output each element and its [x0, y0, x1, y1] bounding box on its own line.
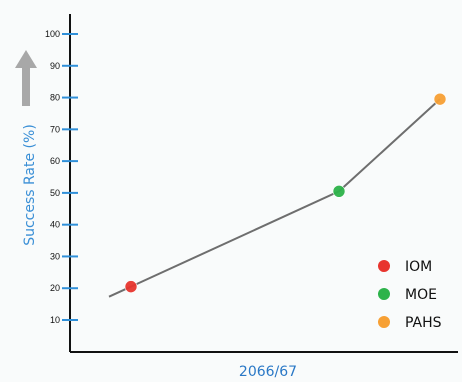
- legend-label-moe: MOE: [405, 287, 437, 303]
- y-tick-label: 70: [50, 124, 60, 134]
- data-points: [124, 92, 447, 293]
- legend-label-pahs: PAHS: [405, 315, 442, 331]
- legend-marker-moe: [378, 288, 390, 300]
- legend-label-iom: IOM: [405, 259, 432, 275]
- y-tick-label: 60: [50, 156, 60, 166]
- y-axis-arrow: [15, 50, 37, 106]
- y-tick-label: 30: [50, 251, 60, 261]
- y-ticks: 10 20 30 40 50 60 70 80 90 100: [45, 29, 78, 325]
- y-tick-label: 50: [50, 188, 60, 198]
- y-tick-label: 100: [45, 29, 60, 39]
- legend: IOM MOE PAHS: [378, 259, 442, 331]
- up-arrow-icon: [15, 50, 37, 106]
- y-tick-label: 90: [50, 61, 60, 71]
- x-axis-label: 2066/67: [239, 364, 297, 380]
- y-tick-label: 80: [50, 93, 60, 103]
- legend-marker-iom: [378, 260, 390, 272]
- series-line-path: [108, 98, 441, 298]
- data-point-moe: [332, 185, 346, 198]
- axes: [69, 14, 458, 353]
- y-tick-label: 10: [50, 315, 60, 325]
- data-point-pahs: [433, 92, 447, 106]
- y-tick-label: 20: [50, 283, 60, 293]
- y-tick-label: 40: [50, 220, 60, 230]
- legend-marker-pahs: [378, 316, 390, 328]
- series-line: [108, 98, 441, 298]
- y-axis-label: Success Rate (%): [22, 124, 38, 246]
- data-point-iom: [124, 280, 138, 293]
